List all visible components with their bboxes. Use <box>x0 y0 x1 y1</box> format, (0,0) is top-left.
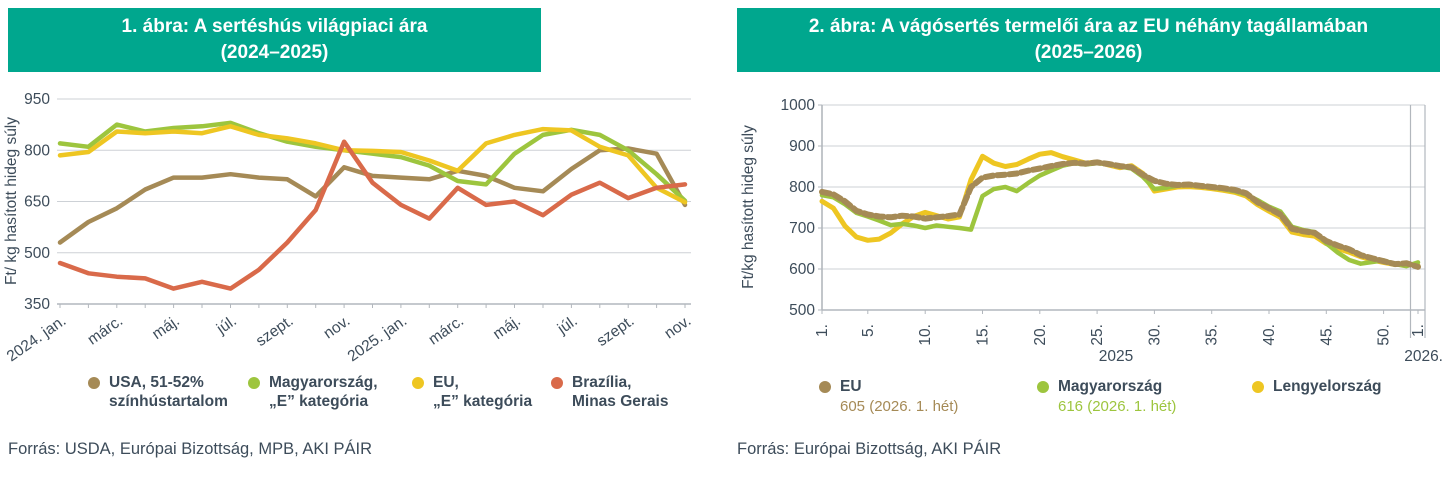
y-tick-labels: 500 600 700 800 900 1000 <box>781 97 816 319</box>
svg-text:máj.: máj. <box>149 312 183 343</box>
series-line-eu <box>57 124 688 205</box>
svg-text:650: 650 <box>24 194 50 211</box>
x-axis-year-label: 2025 <box>1099 348 1133 365</box>
figure-1-source: Forrás: USDA, Európai Bizottság, MPB, AK… <box>8 440 373 458</box>
usa-legend-label: USA, 51-52% színhústartalom <box>109 374 228 410</box>
figure-1-title: 1. ábra: A sertéshús világpiaci ára (202… <box>121 16 428 63</box>
magyarorszag-last-value-annotation: 616 (2026. 1. hét) <box>1058 397 1177 415</box>
legend-item-brazilia: Brazília, Minas Gerais <box>551 374 669 411</box>
eu-legend-dot-icon <box>412 377 424 389</box>
legend-item-lengyelorszag: Lengyelország <box>1252 378 1382 397</box>
magyarorszag-legend-dot-icon <box>248 377 260 389</box>
figure-1-legend: USA, 51-52% színhústartalom Magyarország… <box>0 374 723 436</box>
magyarorszag-legend-dot-icon <box>1037 381 1049 393</box>
svg-text:10.: 10. <box>917 324 934 346</box>
svg-text:45.: 45. <box>1318 324 1335 346</box>
svg-text:nov.: nov. <box>661 312 694 342</box>
usa-legend-dot-icon <box>88 377 100 389</box>
legend-item-eu: EU 605 (2026. 1. hét) <box>819 378 958 416</box>
x-axis-ticks <box>821 310 1419 314</box>
figure-2-source: Forrás: Európai Bizottság, AKI PÁIR <box>737 440 1002 458</box>
svg-text:2025. jan.: 2025. jan. <box>345 312 411 365</box>
brazilia-legend-dot-icon <box>551 377 563 389</box>
legend-item-eu: EU, „E” kategória <box>412 374 532 411</box>
eu-last-value-annotation: 605 (2026. 1. hét) <box>840 397 959 415</box>
svg-text:40.: 40. <box>1261 324 1278 346</box>
x-tick-labels: 2024. jan. márc. máj. júl. szept. nov.2025. j… <box>4 312 695 365</box>
svg-text:1.: 1. <box>814 324 831 337</box>
svg-text:júl.: júl. <box>554 312 581 338</box>
svg-text:5.: 5. <box>860 324 877 337</box>
figure-2-header: 2. ábra: A vágósertés termelői ára az EU… <box>737 8 1440 72</box>
y-axis-title: Ft/kg hasított hideg súly <box>740 125 757 289</box>
svg-text:szept.: szept. <box>253 312 297 350</box>
svg-text:szept.: szept. <box>594 312 638 350</box>
figure-1-panel: 1. ábra: A sertéshús világpiaci ára (202… <box>0 8 723 458</box>
svg-text:950: 950 <box>24 91 50 108</box>
svg-text:20.: 20. <box>1032 324 1049 346</box>
figure-2-chart: 500 600 700 800 900 1000 Ft/kg hasított hideg … <box>740 97 1443 365</box>
svg-text:júl.: júl. <box>213 312 240 338</box>
eu-legend-label: EU, „E” kategória <box>433 374 533 410</box>
x-tick-labels: 1. 5. 10. 15. 20. 25. 30. 35. 40. 45. 50. 1. <box>814 324 1427 346</box>
lengyelorszag-legend-dot-icon <box>1252 381 1264 393</box>
series-line-lengyelorszag <box>819 150 1421 269</box>
svg-text:máj.: máj. <box>490 312 524 343</box>
svg-text:30.: 30. <box>1146 324 1163 346</box>
svg-text:márc.: márc. <box>426 312 467 348</box>
lengyelorszag-legend-label: Lengyelország <box>1273 378 1382 395</box>
magyarorszag-legend-label: Magyarország <box>1058 378 1163 395</box>
eu-legend-label: EU <box>840 378 862 395</box>
svg-text:350: 350 <box>24 296 50 313</box>
magyarorszag-legend-label: Magyarország, „E” kategória <box>269 374 378 410</box>
svg-text:600: 600 <box>789 261 815 278</box>
series-line-magyarorszag <box>57 120 688 204</box>
x-axis-ticks <box>59 304 686 308</box>
figure-2-title: 2. ábra: A vágósertés termelői ára az EU… <box>808 16 1369 63</box>
legend-item-magyarorszag: Magyarország 616 (2026. 1. hét) <box>1037 378 1176 416</box>
y-axis-title: Ft/ kg hasított hideg súly <box>3 117 20 285</box>
series-line-brazilia <box>57 139 688 291</box>
figure-1-header: 1. ábra: A sertéshús világpiaci ára (202… <box>8 8 541 72</box>
svg-text:700: 700 <box>789 220 815 237</box>
svg-text:35.: 35. <box>1204 324 1221 346</box>
svg-text:1000: 1000 <box>781 97 816 114</box>
series-line-eu <box>819 159 1421 270</box>
brazilia-legend-label: Brazília, Minas Gerais <box>572 374 669 410</box>
svg-text:500: 500 <box>24 245 50 262</box>
svg-text:800: 800 <box>789 179 815 196</box>
eu-legend-dot-icon <box>819 381 831 393</box>
legend-item-magyarorszag: Magyarország, „E” kategória <box>248 374 378 411</box>
svg-text:márc.: márc. <box>85 312 126 348</box>
svg-text:25.: 25. <box>1089 324 1106 346</box>
svg-text:900: 900 <box>789 138 815 155</box>
svg-text:1.: 1. <box>1410 324 1427 337</box>
svg-text:50.: 50. <box>1376 324 1393 346</box>
x-axis-year-label: 2026. <box>1404 348 1443 365</box>
svg-text:15.: 15. <box>975 324 992 346</box>
svg-text:800: 800 <box>24 142 50 159</box>
figure-2-legend: EU 605 (2026. 1. hét) Magyarország 616 (… <box>723 378 1446 440</box>
series-line-usa <box>57 146 688 245</box>
svg-text:2024. jan.: 2024. jan. <box>4 312 70 365</box>
legend-item-usa: USA, 51-52% színhústartalom <box>88 374 228 411</box>
figure-2-panel: 2. ábra: A vágósertés termelői ára az EU… <box>723 0 1446 480</box>
y-tick-labels: 350 500 650 800 950 <box>24 91 50 313</box>
svg-text:nov.: nov. <box>321 312 354 342</box>
svg-text:500: 500 <box>789 302 815 319</box>
